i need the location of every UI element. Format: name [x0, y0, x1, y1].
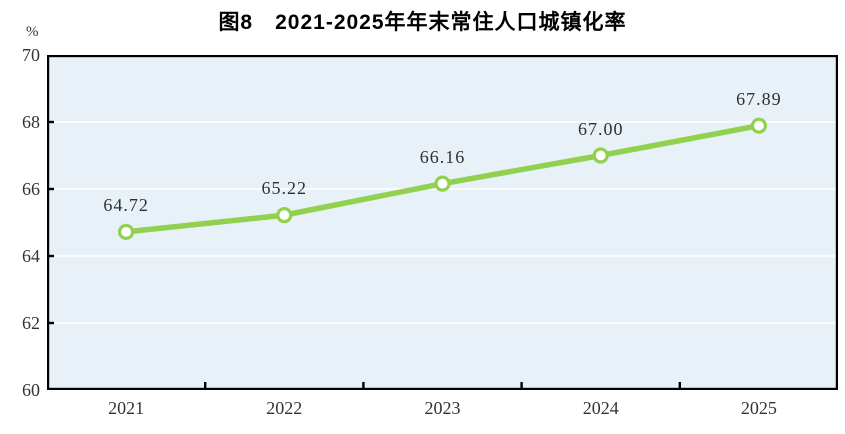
data-label: 67.00	[577, 118, 624, 139]
y-tick-label: 64	[22, 246, 40, 266]
y-tick-label: 62	[22, 313, 40, 333]
data-label: 66.16	[419, 146, 466, 167]
x-tick-label: 2021	[108, 398, 145, 418]
x-tick-label: 2022	[266, 398, 303, 418]
data-label: 65.22	[261, 178, 308, 199]
y-tick-label: 66	[22, 179, 40, 199]
plot-area	[46, 54, 839, 391]
chart-title: 图8 2021-2025年年末常住人口城镇化率	[218, 11, 627, 34]
y-axis-unit-label: %	[26, 24, 39, 40]
y-tick-label: 70	[22, 45, 40, 65]
data-label: 64.72	[103, 194, 149, 215]
x-tick-label: 2024	[582, 398, 619, 418]
data-label: 67.89	[736, 88, 782, 109]
y-tick-label: 68	[22, 112, 40, 132]
y-tick-label: 60	[22, 380, 40, 400]
x-tick-label: 2023	[424, 398, 461, 418]
line-chart-svg	[46, 54, 839, 391]
x-tick-label: 2025	[740, 398, 777, 418]
